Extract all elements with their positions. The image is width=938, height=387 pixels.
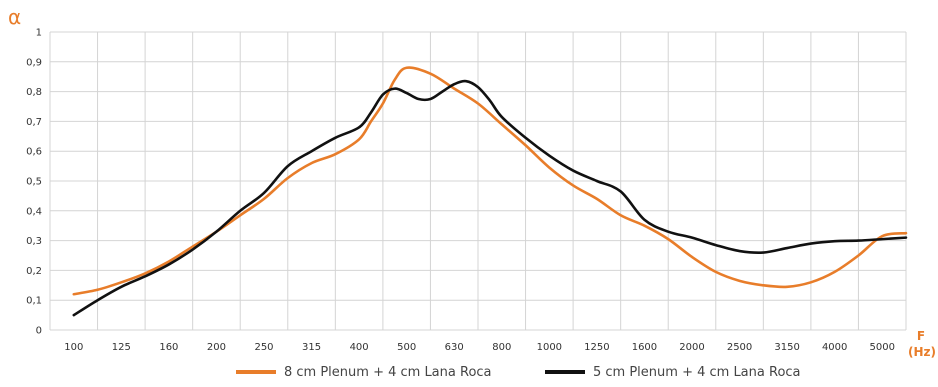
y-tick-label: 0,1 (26, 296, 42, 307)
x-tick-label: 1000 (537, 342, 562, 353)
y-tick-label: 0,2 (26, 266, 42, 277)
x-tick-label: 3150 (774, 342, 799, 353)
x-tick-label: 100 (64, 342, 83, 353)
legend-label: 8 cm Plenum + 4 cm Lana Roca (284, 365, 492, 380)
x-tick-label: 800 (492, 342, 511, 353)
chart-grid (49, 31, 907, 331)
y-axis-label: α (8, 5, 21, 29)
x-tick-label: 315 (302, 342, 321, 353)
series-lines (72, 66, 908, 317)
x-tick-label: 400 (350, 342, 369, 353)
x-tick-label: 630 (445, 342, 464, 353)
x-axis-label-f: F (917, 329, 925, 343)
series-line-2 (72, 79, 908, 317)
y-tick-label: 0,8 (26, 87, 42, 98)
y-tick-labels: 0 0,1 0,2 0,3 0,4 0,5 0,6 0,7 0,8 0,9 1 (26, 28, 42, 337)
x-tick-label: 1250 (584, 342, 609, 353)
x-tick-labels: 100 125 160 200 250 315 400 500 630 800 1000 1250 16… (64, 342, 895, 353)
y-tick-label: 0,9 (26, 57, 42, 68)
x-axis-label-hz: (Hz) (908, 345, 936, 359)
x-tick-label: 5000 (869, 342, 894, 353)
x-tick-label: 160 (159, 342, 178, 353)
y-tick-label: 0,4 (26, 206, 42, 217)
legend-label: 5 cm Plenum + 4 cm Lana Roca (593, 365, 801, 380)
x-tick-label: 500 (397, 342, 416, 353)
y-tick-label: 0 (36, 326, 42, 337)
x-tick-label: 2000 (679, 342, 704, 353)
y-tick-label: 0,6 (26, 147, 42, 158)
x-tick-label: 250 (254, 342, 273, 353)
y-tick-label: 0,3 (26, 236, 42, 247)
y-tick-label: 0,7 (26, 117, 42, 128)
x-tick-label: 200 (207, 342, 226, 353)
x-tick-label: 2500 (727, 342, 752, 353)
y-tick-label: 1 (36, 28, 42, 39)
x-tick-label: 4000 (822, 342, 847, 353)
x-tick-label: 1600 (632, 342, 657, 353)
legend: 8 cm Plenum + 4 cm Lana Roca 5 cm Plenum … (236, 365, 801, 380)
y-tick-label: 0,5 (26, 177, 42, 188)
x-tick-label: 125 (112, 342, 131, 353)
